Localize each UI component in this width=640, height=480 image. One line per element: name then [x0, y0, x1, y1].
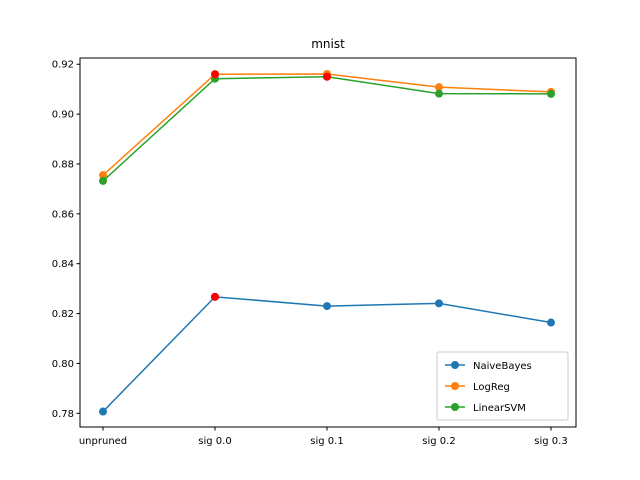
legend-box — [436, 351, 569, 421]
highlight-point — [323, 72, 331, 81]
y-tick-label: 0.92 — [52, 60, 74, 71]
data-point — [99, 171, 107, 180]
y-tick-label: 0.80 — [52, 359, 74, 370]
x-tick-label: unpruned — [79, 436, 127, 447]
legend-marker — [451, 403, 459, 411]
x-tick-label: sig 0.1 — [310, 436, 343, 447]
data-point — [435, 89, 443, 98]
y-tick-label: 0.82 — [52, 309, 74, 320]
chart-title: mnist — [311, 37, 345, 51]
plot-area: 0.78 0.80 0.82 0.84 0.86 0.88 0.90 0.92 unpruned… — [52, 60, 568, 447]
data-point — [323, 302, 331, 311]
highlight-point — [211, 70, 219, 79]
highlight-point — [211, 292, 219, 301]
data-point — [435, 299, 443, 308]
legend-label: LinearSVM — [473, 403, 526, 414]
legend-label: LogReg — [473, 382, 510, 393]
data-point — [99, 176, 107, 185]
legend: NaiveBayes LogReg LinearSVM — [436, 351, 569, 421]
series-line — [102, 75, 552, 182]
y-tick-label: 0.78 — [52, 409, 74, 420]
data-point — [547, 318, 555, 327]
x-tick-label: sig 0.3 — [534, 436, 567, 447]
data-point — [547, 89, 555, 98]
x-tick-label: sig 0.0 — [198, 436, 231, 447]
legend-marker — [451, 382, 459, 390]
y-tick-label: 0.90 — [52, 110, 74, 121]
y-tick-label: 0.84 — [52, 259, 74, 270]
data-point — [435, 83, 443, 92]
data-point — [99, 407, 107, 416]
y-tick-label: 0.86 — [52, 209, 74, 220]
legend-label: NaiveBayes — [473, 361, 532, 372]
axes-frame — [79, 57, 577, 428]
series-line — [102, 73, 552, 176]
legend-marker — [451, 361, 459, 369]
x-tick-label: sig 0.2 — [422, 436, 455, 447]
y-tick-label: 0.88 — [52, 159, 74, 170]
